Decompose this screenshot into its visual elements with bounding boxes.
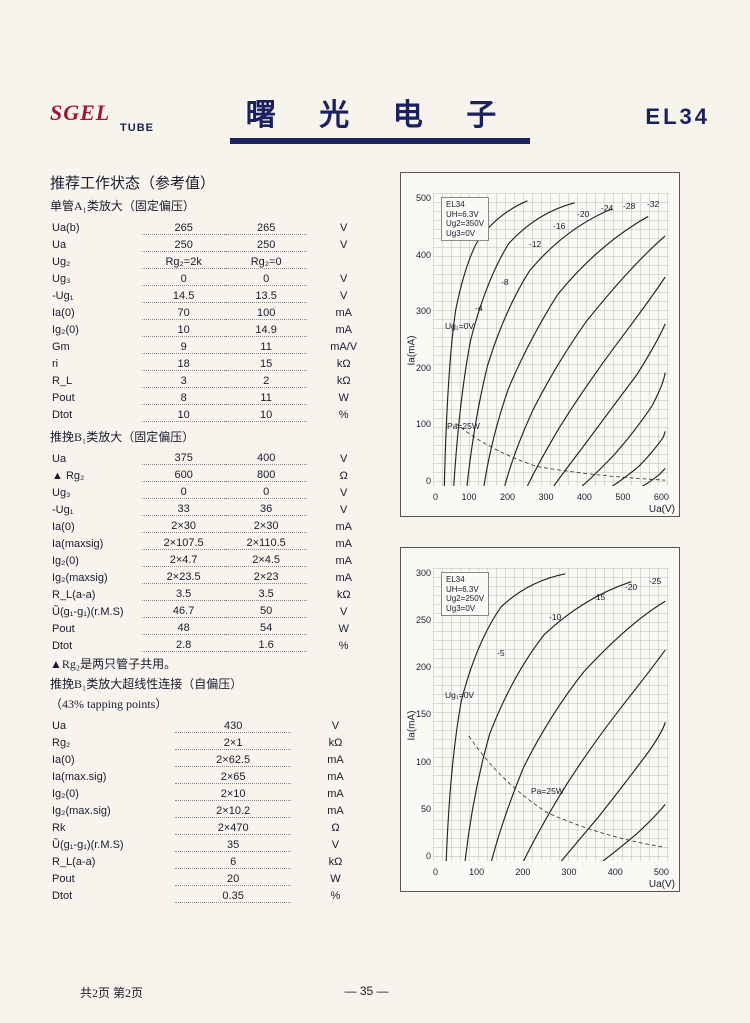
table-row: Dtot0.35% [50,885,380,902]
table-row: Ua(b)265265V [50,217,380,234]
curve-label: -8 [501,277,509,287]
tableC-subtitle1: 推挽B₁类放大超线性连接（自偏压） [50,675,380,692]
table-row: Dtot1010% [50,404,380,421]
table-row: Ia(max.sig)2×65mA [50,766,380,783]
curve-label: Pa=25W [447,421,480,431]
curve-label: -15 [593,592,605,602]
curve-label: Ug₁=0V [445,321,474,331]
curve-label: Ug₁=0V [445,690,474,700]
table-row: Ua375400V [50,448,380,465]
table-row: Ug₂Rg₂=2kRg₂=0 [50,251,380,268]
title-cn: 曙 光 电 子 [160,90,600,134]
curve-label: -32 [647,199,659,209]
table-row: Pout20W [50,868,380,885]
logo-tube: TUBE [120,122,154,134]
curve-label: -20 [625,582,637,592]
tableC: Ua430VRg₂2×1kΩIa(0)2×62.5mAIa(max.sig)2×… [50,715,380,903]
chart-1-legend: EL34UH=6.3VUg2=350VUg3=0V [441,197,489,241]
tableA-subtitle: 单管A₁类放大（固定偏压） [50,197,380,214]
chart-2: EL34UH=6.3VUg2=250VUg3=0V 30025020015010… [400,547,680,892]
table-row: Ig₂(0)1014.9mA [50,319,380,336]
tables-column: 推荐工作状态（参考值） 单管A₁类放大（固定偏压） Ua(b)265265VUa… [50,172,380,903]
table-row: Ia(0)2×62.5mA [50,749,380,766]
curve-label: -28 [623,201,635,211]
curve-label: Pa=25W [531,786,564,796]
curve-label: -24 [601,203,613,213]
title-block: 曙 光 电 子 [160,90,600,144]
model: EL34 [600,104,710,130]
footer: 共2页 第2页 — 35 — [0,984,750,1001]
table-row: Ũ(g₁-g₁)(r.M.S)46.750V [50,601,380,618]
logo: SGEL TUBE [50,100,160,134]
tableA: Ua(b)265265VUa250250VUg₂Rg₂=2kRg₂=0Ug₃00… [50,217,380,422]
section-title: 推荐工作状态（参考值） [50,172,380,193]
table-row: -Ug₁14.513.5V [50,285,380,302]
table-row: Ug₃00V [50,482,380,499]
curve-label: -10 [549,612,561,622]
tableC-subtitle2: （43% tapping points） [50,695,380,712]
table-row: Rg₂2×1kΩ [50,732,380,749]
table-row: Ig₂(0)2×4.72×4.5mA [50,550,380,567]
curve-label: -5 [497,648,505,658]
curve-label: -4 [475,303,483,313]
chart-1-xlabel: Ua(V) [649,504,675,515]
table-row: Rk2×470Ω [50,817,380,834]
chart-2-xlabel: Ua(V) [649,879,675,890]
curve-label: -16 [553,221,565,231]
table-row: Ig₂(maxsig)2×23.52×23mA [50,567,380,584]
tableB-subtitle: 推挽B₁类放大（固定偏压） [50,428,380,445]
table-row: ▲ Rg₂600800Ω [50,465,380,482]
table-row: Ug₃00V [50,268,380,285]
footer-left: 共2页 第2页 [80,984,143,1001]
curve-label: -20 [577,209,589,219]
table-row: Ig₂(max.sig)2×10.2mA [50,800,380,817]
table-row: R_L32kΩ [50,370,380,387]
chart-2-ylabel: Ia(mA) [407,710,418,740]
table-row: Ia(maxsig)2×107.52×110.5mA [50,533,380,550]
chart-1-ylabel: Ia(mA) [407,335,418,365]
curve-label: -12 [529,239,541,249]
chart-2-legend: EL34UH=6.3VUg2=250VUg3=0V [441,572,489,616]
title-rule [230,138,530,144]
table-row: Ũ(g₁-g₁)(r.M.S)35V [50,834,380,851]
table-row: Pout4854W [50,618,380,635]
table-row: -Ug₁3336V [50,499,380,516]
table-row: Pout811W [50,387,380,404]
table-row: Gm911mA/V [50,336,380,353]
table-row: ri1815kΩ [50,353,380,370]
chart-1: EL34UH=6.3VUg2=350VUg3=0V 50040030020010… [400,172,680,517]
footer-center: — 35 — [345,984,389,1001]
table-row: R_L(a-a)3.53.5kΩ [50,584,380,601]
curve-label: -25 [649,576,661,586]
chart-1-xaxis: 0100200300400500600 [433,492,669,502]
tableB: Ua375400V▲ Rg₂600800ΩUg₃00V-Ug₁3336VIa(0… [50,448,380,653]
table-row: Ua430V [50,715,380,732]
table-row: R_L(a-a)6kΩ [50,851,380,868]
chart-2-xaxis: 0100200300400500 [433,867,669,877]
table-row: Ia(0)2×302×30mA [50,516,380,533]
table-row: Ua250250V [50,234,380,251]
table-row: Ig₂(0)2×10mA [50,783,380,800]
table-row: Ia(0)70100mA [50,302,380,319]
charts-column: EL34UH=6.3VUg2=350VUg3=0V 50040030020010… [400,172,710,903]
table-row: Dtot2.81.6% [50,635,380,652]
tableB-note: ▲Rg₂是两只管子共用。 [50,655,380,672]
header: SGEL TUBE 曙 光 电 子 EL34 [50,90,710,144]
